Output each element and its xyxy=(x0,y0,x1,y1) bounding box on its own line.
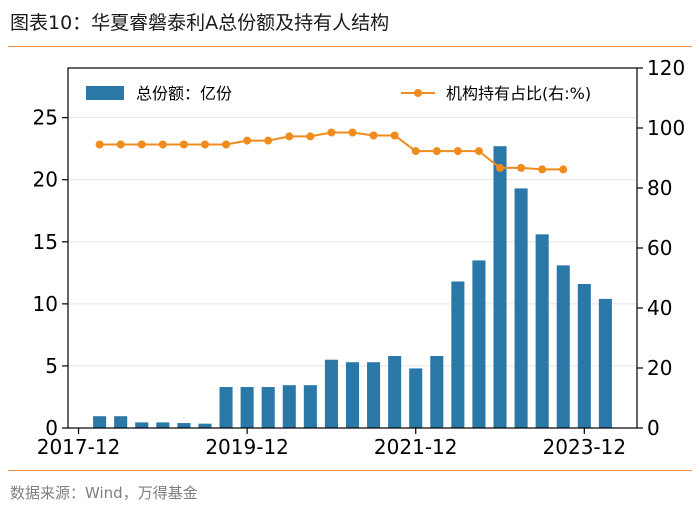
page-title: 图表10：华夏睿磐泰利A总份额及持有人结构 xyxy=(10,12,390,34)
point-2021-12 xyxy=(411,147,420,156)
point-2022-06 xyxy=(453,147,462,156)
bar-2022-12 xyxy=(493,146,507,428)
point-2018-12 xyxy=(158,140,167,149)
bar-2023-03 xyxy=(514,188,528,428)
point-2022-03 xyxy=(432,147,441,156)
right-tick-label: 100 xyxy=(647,116,685,140)
bar-2018-03 xyxy=(93,416,107,428)
title-divider xyxy=(8,46,692,47)
legend-bar-label: 总份额：亿份 xyxy=(136,84,232,103)
bar-2018-12 xyxy=(156,422,170,428)
bar-2023-06 xyxy=(535,234,549,428)
bar-2020-09 xyxy=(303,385,317,428)
footer-divider xyxy=(8,470,692,471)
bar-2020-06 xyxy=(282,385,296,428)
point-2022-09 xyxy=(474,147,483,156)
right-tick-label: 60 xyxy=(647,236,672,260)
point-2021-09 xyxy=(390,131,399,140)
right-tick-label: 80 xyxy=(647,176,672,200)
legend-line-marker xyxy=(414,89,422,97)
point-2020-03 xyxy=(264,136,273,145)
bar-2022-03 xyxy=(430,356,444,428)
bars-layer xyxy=(93,146,612,428)
point-2019-12 xyxy=(243,136,252,145)
legend-bar-swatch xyxy=(86,86,124,100)
point-2018-03 xyxy=(95,140,104,149)
bar-2023-12 xyxy=(577,284,591,428)
bar-2020-12 xyxy=(324,359,338,428)
point-2023-06 xyxy=(538,165,547,174)
point-2021-06 xyxy=(369,131,378,140)
x-tick-label: 2019-12 xyxy=(205,435,289,459)
bar-2019-12 xyxy=(240,387,254,428)
left-tick-label: 0 xyxy=(45,416,58,440)
left-tick-label: 15 xyxy=(33,230,58,254)
bar-2021-09 xyxy=(388,356,402,428)
point-2020-06 xyxy=(285,132,294,141)
line-layer xyxy=(95,128,568,174)
bar-2021-03 xyxy=(345,362,360,428)
source-note: 数据来源：Wind，万得基金 xyxy=(10,484,198,502)
point-2023-09 xyxy=(559,165,568,174)
point-2023-03 xyxy=(517,163,526,172)
point-2019-09 xyxy=(222,140,231,149)
bar-2024-03 xyxy=(598,298,612,428)
right-tick-label: 40 xyxy=(647,296,672,320)
left-tick-label: 25 xyxy=(33,106,58,130)
bar-2022-06 xyxy=(451,281,465,428)
point-2020-09 xyxy=(306,132,315,141)
point-2018-06 xyxy=(116,140,125,149)
bar-2021-06 xyxy=(367,362,381,428)
point-2020-12 xyxy=(327,128,336,137)
point-2021-03 xyxy=(348,128,357,137)
left-tick-label: 10 xyxy=(33,292,58,316)
bar-2018-09 xyxy=(135,422,149,428)
grid-layer xyxy=(68,117,637,367)
x-tick-label: 2017-12 xyxy=(37,435,121,459)
right-tick-label: 20 xyxy=(647,356,672,380)
bar-2019-03 xyxy=(177,423,191,428)
bar-2018-06 xyxy=(114,416,128,428)
point-2019-03 xyxy=(179,140,188,149)
bar-2021-12 xyxy=(409,368,423,428)
x-tick-label: 2023-12 xyxy=(543,435,627,459)
bar-2019-09 xyxy=(219,387,233,428)
left-tick-label: 20 xyxy=(33,168,58,192)
bar-2019-06 xyxy=(198,423,212,428)
right-tick-label: 120 xyxy=(647,56,685,80)
right-tick-label: 0 xyxy=(647,416,660,440)
legend-line-label: 机构持有占比(右:%) xyxy=(446,84,591,103)
point-2018-09 xyxy=(137,140,146,149)
bar-2022-09 xyxy=(472,260,486,428)
legend: 总份额：亿份 机构持有占比(右:%) xyxy=(86,84,591,103)
bar-2023-09 xyxy=(556,265,570,428)
axes-layer: 0 5 10 15 20 25 0 20 40 60 80 100 120 2017-12 2019-12 2… xyxy=(33,56,686,459)
point-2019-06 xyxy=(200,140,209,149)
bar-2020-03 xyxy=(261,387,275,428)
x-tick-label: 2021-12 xyxy=(374,435,458,459)
point-2022-12 xyxy=(496,163,505,172)
left-tick-label: 5 xyxy=(45,354,58,378)
